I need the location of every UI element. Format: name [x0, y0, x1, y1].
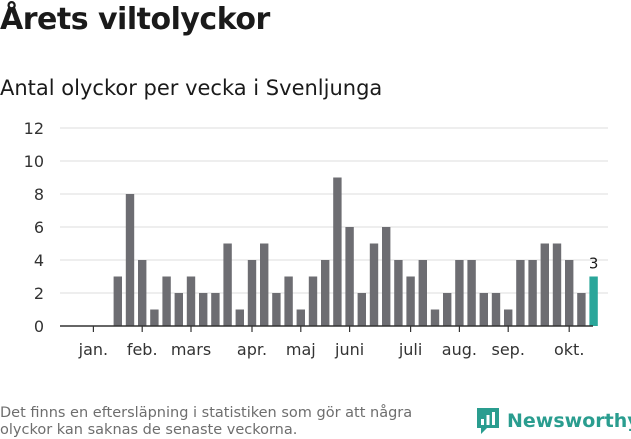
y-tick-label: 8	[34, 185, 44, 204]
bar	[552, 243, 562, 326]
bar	[430, 309, 440, 326]
bar	[186, 276, 196, 326]
bar	[113, 276, 122, 326]
bar	[443, 293, 452, 326]
x-tick-label: sep.	[491, 340, 524, 359]
bar	[235, 309, 244, 326]
y-tick-label: 6	[34, 218, 44, 237]
bar	[272, 293, 281, 326]
x-tick-label: maj	[286, 340, 316, 359]
bar	[357, 293, 366, 326]
x-tick-label: mars	[171, 340, 211, 359]
bar	[540, 243, 549, 326]
x-tick-label: okt.	[554, 340, 584, 359]
bar	[296, 309, 305, 326]
y-tick-label: 10	[24, 152, 44, 171]
bar	[150, 309, 159, 326]
bar	[284, 276, 293, 326]
x-tick-label: juni	[334, 340, 364, 359]
bar	[125, 194, 135, 326]
bar	[138, 260, 147, 326]
bar	[260, 243, 269, 326]
bar-chart: 0 2 4 6 8 10 12 3 jan. feb. mars apr. maj juni juli aug…	[24, 119, 608, 359]
bar	[223, 243, 232, 326]
y-tick-label: 12	[24, 119, 44, 138]
bar	[479, 293, 488, 326]
x-tick-label: juli	[398, 340, 422, 359]
y-tick-label: 2	[34, 284, 44, 303]
bar	[382, 227, 391, 326]
logo-text: Newsworthy	[507, 410, 631, 432]
bar	[247, 260, 257, 326]
bar	[406, 276, 415, 326]
footnote: Det finns en eftersläpning i statistiken…	[0, 405, 413, 438]
bar	[528, 260, 537, 326]
bar	[345, 227, 354, 326]
x-tick-label: feb.	[127, 340, 158, 359]
bar	[577, 293, 586, 326]
x-tick-label: aug.	[442, 340, 477, 359]
y-tick-label: 4	[34, 251, 44, 270]
bar	[308, 276, 318, 326]
bar	[211, 293, 220, 326]
data-label: 3	[589, 255, 599, 273]
bar	[455, 260, 464, 326]
chart-title: Årets viltolyckor	[0, 2, 270, 37]
bar	[491, 293, 501, 326]
newsworthy-logo: Newsworthy	[475, 406, 631, 436]
chart-subtitle: Antal olyckor per vecka i Svenljunga	[0, 76, 383, 100]
x-tick-label: apr.	[237, 340, 267, 359]
bar	[418, 260, 427, 326]
bar	[369, 243, 379, 326]
bar	[504, 309, 513, 326]
bar	[467, 260, 476, 326]
y-tick-label: 0	[34, 317, 44, 336]
bar	[321, 260, 330, 326]
x-tick-label: jan.	[78, 340, 108, 359]
bar	[516, 260, 525, 326]
bar	[333, 177, 342, 326]
bar-highlight	[589, 276, 598, 326]
bar	[174, 293, 183, 326]
bar	[199, 293, 208, 326]
bar	[565, 260, 574, 326]
newsworthy-chart-icon	[477, 408, 499, 434]
bar	[394, 260, 403, 326]
bar	[162, 276, 171, 326]
